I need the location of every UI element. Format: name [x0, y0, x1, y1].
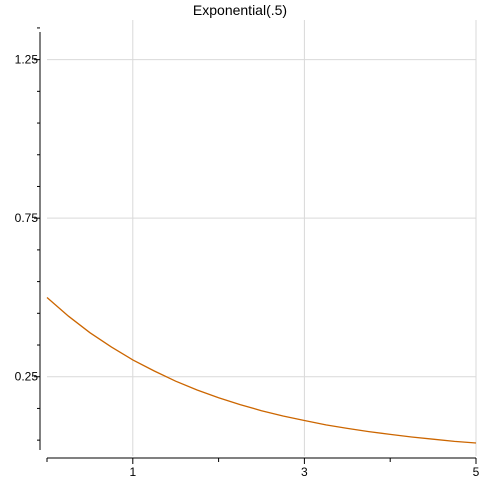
series: [46, 297, 477, 444]
y-tick-label: 1.25: [15, 53, 39, 67]
series-line: [46, 297, 477, 444]
tick-labels: 1 3 5 0.25 0.75 1.25: [15, 53, 480, 479]
chart-title: Exponential(.5): [193, 2, 287, 18]
y-tick-label: 0.25: [15, 370, 39, 384]
y-tick-label: 0.75: [15, 211, 39, 225]
axes: [34, 27, 477, 464]
x-tick-label: 3: [301, 465, 308, 479]
grid: [47, 20, 477, 456]
x-tick-label: 5: [473, 465, 480, 479]
x-tick-label: 1: [129, 465, 136, 479]
